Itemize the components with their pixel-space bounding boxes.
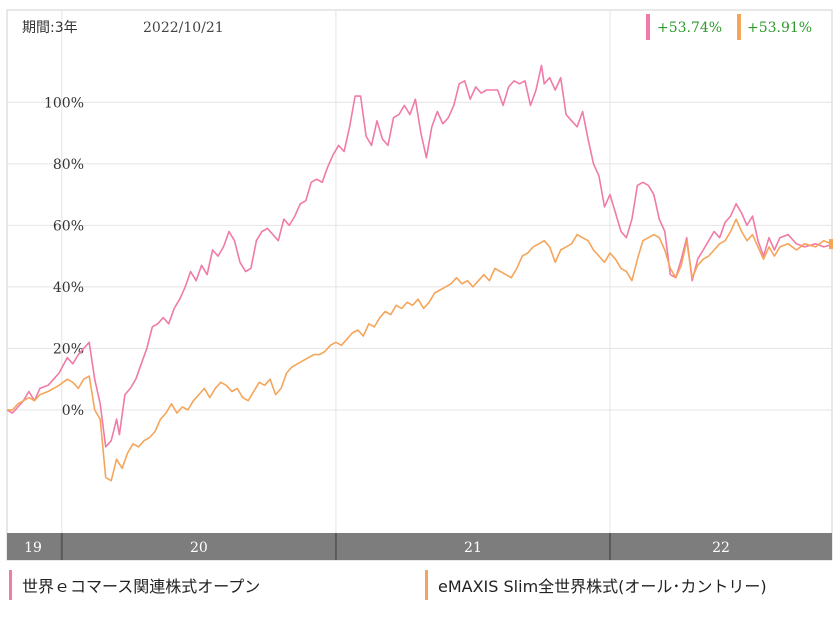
y-tick-label: 40% [53, 280, 84, 296]
series-line-1 [6, 64, 833, 448]
x-axis-band [7, 533, 832, 560]
x-tick-label: 21 [464, 540, 482, 556]
return-badge-1-text: +53.74% [657, 20, 722, 36]
legend-label: eMAXIS Slim全世界株式(オール･カントリー) [438, 577, 767, 596]
legend-color-bar [9, 570, 12, 600]
legend-item-ecommerce: 世界ｅコマース関連株式オープン [9, 570, 260, 600]
x-tick-label: 22 [712, 540, 730, 556]
return-badge-1-bar [646, 14, 650, 40]
chart-grid [7, 10, 832, 533]
x-tick-label: 19 [24, 540, 42, 556]
return-badge-2-text: +53.91% [747, 20, 812, 36]
y-tick-label: 20% [53, 341, 84, 357]
legend-color-bar [425, 570, 428, 600]
chart-frame [6, 9, 833, 561]
chart-series [6, 64, 833, 482]
x-tick-label: 20 [190, 540, 208, 556]
x-axis: 19 20 21 22 [7, 533, 832, 560]
return-badge-2: +53.91% [737, 14, 812, 40]
return-badge-2-bar [737, 14, 741, 40]
return-badge-1: +53.74% [646, 14, 722, 40]
latest-value-marker [829, 239, 833, 250]
legend-label: 世界ｅコマース関連株式オープン [22, 577, 261, 596]
series-line-2 [7, 218, 833, 482]
date-label: 2022/10/21 [143, 20, 224, 36]
period-label: 期間:3年 [22, 20, 78, 36]
legend-item-all-country: eMAXIS Slim全世界株式(オール･カントリー) [425, 570, 767, 600]
y-tick-label: 80% [53, 157, 84, 173]
y-axis-ticks: 100% 80% 60% 40% 20% 0% [44, 95, 84, 419]
y-tick-label: 60% [53, 218, 84, 234]
y-tick-label: 0% [62, 403, 84, 419]
y-tick-label: 100% [44, 95, 84, 111]
